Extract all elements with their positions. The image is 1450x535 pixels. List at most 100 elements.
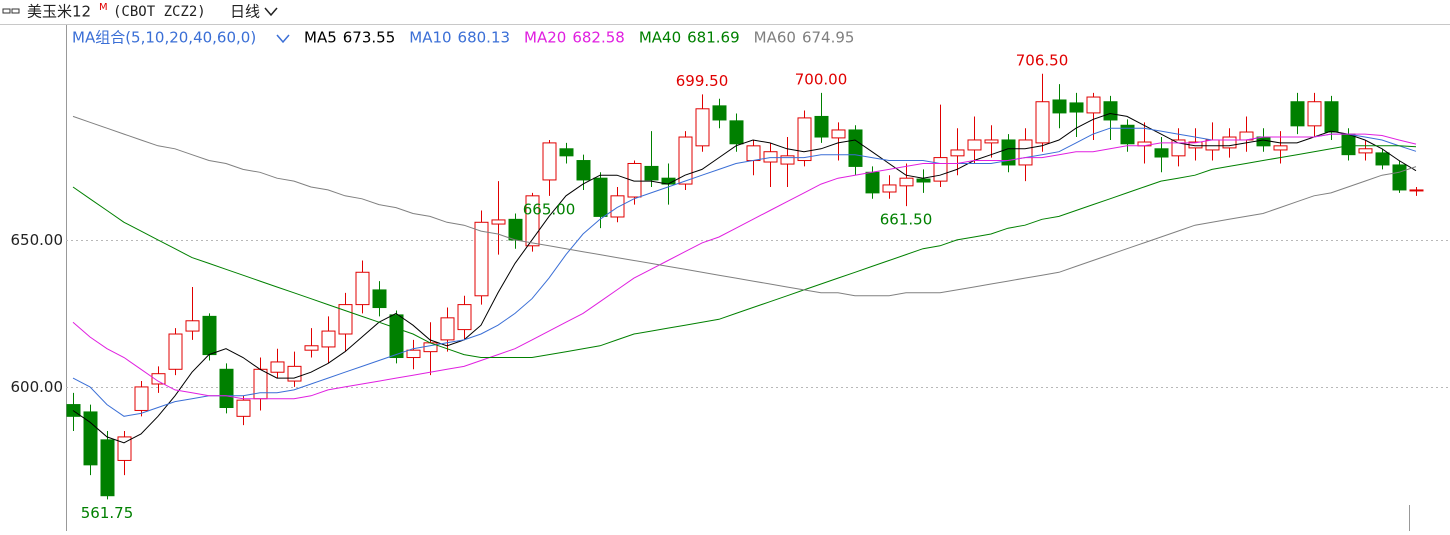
legend-value: 674.95 <box>802 29 855 47</box>
candle-body <box>525 195 540 247</box>
candle-body <box>491 219 506 225</box>
candle-body <box>1086 96 1101 114</box>
legend-name: MA5 <box>304 29 337 47</box>
candle-body <box>593 177 608 217</box>
candle-body <box>1273 145 1288 151</box>
candle-body <box>457 304 472 331</box>
candle-body <box>695 108 710 147</box>
candle-body <box>559 148 574 157</box>
candle-body <box>1358 148 1373 154</box>
price-annotation: 700.00 <box>795 70 848 88</box>
candle-body <box>933 157 948 182</box>
candle-body <box>746 145 761 162</box>
candle-body <box>1375 152 1390 166</box>
candle-body <box>712 105 727 121</box>
candles <box>66 73 1424 500</box>
candle-body <box>134 386 149 411</box>
title-superscript: M <box>99 2 108 13</box>
legend-name: MA60 <box>754 29 796 47</box>
ma-line <box>72 112 1417 444</box>
candle-body <box>1205 139 1220 151</box>
candle-body <box>202 315 217 356</box>
candle-body <box>151 373 166 385</box>
price-annotation: 561.75 <box>81 504 134 522</box>
candle-body <box>1222 136 1237 149</box>
candle-body <box>542 142 557 181</box>
candle-body <box>882 184 897 193</box>
candle-body <box>967 139 982 151</box>
candle-body <box>304 345 319 351</box>
candle-body <box>627 162 642 198</box>
candle-body <box>389 314 404 359</box>
candle-body <box>1018 139 1033 166</box>
candle-body <box>729 120 744 145</box>
candle-body <box>185 320 200 332</box>
candle-body <box>1120 124 1135 145</box>
candle-body <box>848 129 863 167</box>
candle-body <box>1052 99 1067 114</box>
candle-body <box>644 165 659 181</box>
legend-value: 682.58 <box>572 29 625 47</box>
period-selector[interactable]: 日线 <box>230 3 260 21</box>
candle-body <box>865 171 880 194</box>
candle-body <box>1171 139 1186 157</box>
candle-body <box>797 117 812 162</box>
icon-part <box>2 8 11 14</box>
candle-body <box>1103 101 1118 121</box>
candle-body <box>287 365 302 382</box>
candle-body <box>355 271 370 306</box>
legend-value: 681.69 <box>687 29 740 47</box>
candle-body <box>984 139 999 144</box>
price-annotation: 661.50 <box>880 211 933 229</box>
candle-body <box>1154 148 1169 158</box>
candle-body <box>1324 101 1339 133</box>
dropdown-arrow[interactable] <box>264 7 278 17</box>
chart-title: 美玉米12 <box>27 3 91 21</box>
candle-body <box>780 155 795 165</box>
candle-body <box>440 317 455 341</box>
ma-line <box>72 145 1417 358</box>
legend-value: 673.55 <box>343 29 396 47</box>
price-annotation: 699.50 <box>676 72 729 90</box>
candle-body <box>899 177 914 187</box>
legend-name: MA40 <box>639 29 681 47</box>
candle-body <box>576 160 591 181</box>
candle-body <box>117 436 132 461</box>
legend-value: 680.13 <box>458 29 511 47</box>
candle-body <box>678 136 693 185</box>
candle-body <box>1392 164 1407 191</box>
candle-body <box>1290 101 1305 127</box>
icon-part <box>11 8 20 14</box>
candle-body <box>1256 136 1271 147</box>
candle-body <box>253 368 268 400</box>
candle-body <box>1341 133 1356 156</box>
candle-body <box>236 399 251 417</box>
menu-icon[interactable] <box>2 8 20 14</box>
candle-body <box>219 368 234 409</box>
ma-line <box>72 127 1417 417</box>
dropdown-arrow[interactable] <box>276 34 290 44</box>
y-tick-label: 650.00 <box>11 231 64 249</box>
candle-body <box>474 221 489 297</box>
legend: MA5 673.55 MA10 680.13 MA20 682.58 MA40 681.69 M… <box>304 29 854 47</box>
candle-body <box>763 151 778 163</box>
candle-body <box>100 439 115 497</box>
price-annotation: 706.50 <box>1016 51 1069 69</box>
subtitle: (CBOT ZCZ2) <box>113 4 206 20</box>
legend-name: MA10 <box>409 29 451 47</box>
y-tick-label: 600.00 <box>11 378 64 396</box>
candle-body <box>321 330 336 348</box>
candle-body <box>1307 101 1322 127</box>
indicator-label[interactable]: MA组合(5,10,20,40,60,0) <box>72 29 256 47</box>
candle-body <box>168 333 183 370</box>
candle-body <box>831 129 846 139</box>
ma-line <box>72 133 1417 400</box>
legend-name: MA20 <box>524 29 566 47</box>
candle-body <box>270 361 285 373</box>
candle-body <box>1001 139 1016 166</box>
candle-body <box>372 289 387 309</box>
candle-body <box>508 218 523 241</box>
